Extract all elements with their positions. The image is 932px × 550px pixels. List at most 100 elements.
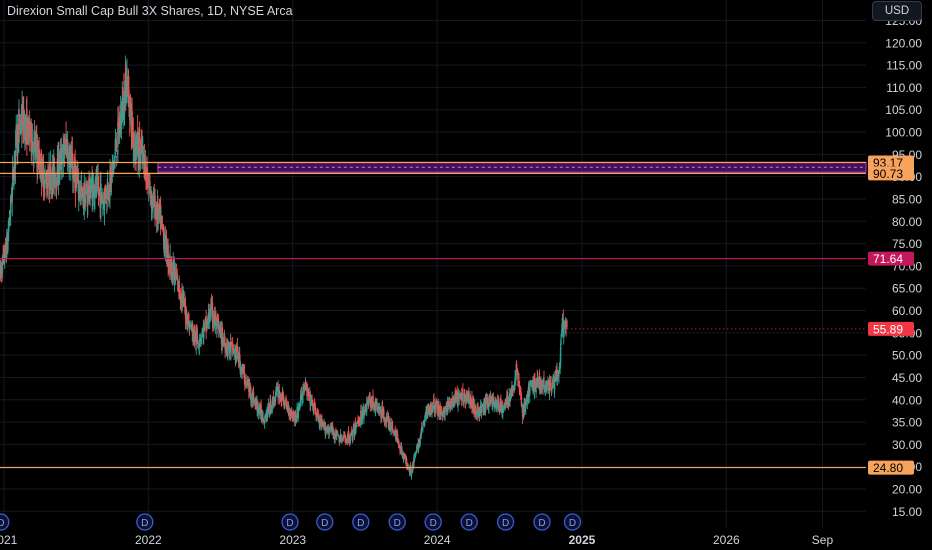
dividend-marker-label: D xyxy=(357,518,364,529)
candle-body xyxy=(561,320,564,328)
candle-body xyxy=(40,154,43,182)
candle-body xyxy=(239,365,242,371)
candle-body xyxy=(314,407,317,415)
candle-body xyxy=(75,174,78,188)
candle-body xyxy=(149,187,152,198)
y-tick-label: 15.00 xyxy=(892,505,922,519)
candle-body xyxy=(111,166,114,170)
candle-body xyxy=(383,409,385,419)
candle-body xyxy=(456,392,459,405)
candle-body xyxy=(555,371,557,376)
candle-body xyxy=(220,328,222,329)
candle-body xyxy=(128,91,130,105)
candle-body xyxy=(373,409,376,410)
candle-body xyxy=(258,408,260,410)
candle-body xyxy=(378,407,381,413)
candle-body xyxy=(161,215,163,226)
candle-body xyxy=(542,382,544,387)
candle-body xyxy=(543,377,545,391)
candle-body xyxy=(40,158,42,172)
candle-body xyxy=(387,417,390,429)
candle-body xyxy=(439,405,442,414)
candle-body xyxy=(558,366,561,373)
candle-body xyxy=(68,147,71,157)
candle-body xyxy=(50,181,53,194)
candle-body xyxy=(152,192,155,200)
candle-body xyxy=(454,393,456,402)
candle-body xyxy=(326,428,329,431)
candle-body xyxy=(84,196,87,204)
candle-body xyxy=(78,185,80,199)
candle-body xyxy=(235,349,237,358)
candle-body xyxy=(291,412,294,417)
level-label-71-64: 71.64 xyxy=(873,252,903,266)
candle-body xyxy=(253,401,255,405)
dividend-marker[interactable] xyxy=(281,513,299,531)
candle-body xyxy=(425,407,428,415)
candle-body xyxy=(309,401,312,407)
dividend-marker[interactable] xyxy=(136,513,154,531)
candle-body xyxy=(197,343,199,344)
candle-body xyxy=(345,438,347,442)
candle-body xyxy=(485,398,487,403)
candle-body xyxy=(430,403,432,412)
candle-body xyxy=(444,409,446,415)
candle-body xyxy=(8,224,10,232)
candle-body xyxy=(415,453,417,456)
candle-body xyxy=(324,429,327,435)
candle-body xyxy=(489,395,492,401)
candle-body xyxy=(178,290,181,296)
candle-body xyxy=(181,295,184,306)
currency-button[interactable]: USD xyxy=(872,1,922,21)
candle-body xyxy=(514,377,516,382)
candle-body xyxy=(392,429,394,431)
candle-body xyxy=(103,191,106,211)
dividend-marker-label: D xyxy=(0,518,4,529)
candle-body xyxy=(36,141,38,155)
candle-body xyxy=(229,343,231,347)
dividend-marker[interactable] xyxy=(533,513,551,531)
candle-body xyxy=(398,444,400,449)
candle-body xyxy=(395,432,397,441)
candle-body xyxy=(408,467,410,471)
dividend-marker[interactable] xyxy=(352,513,370,531)
candle-body xyxy=(145,168,147,176)
candle-body xyxy=(459,395,461,398)
candle-body xyxy=(496,400,498,406)
candle-body xyxy=(51,166,54,190)
candle-body xyxy=(0,269,2,271)
candle-body xyxy=(242,367,245,372)
candle-body xyxy=(451,397,454,406)
candle-body xyxy=(252,394,254,396)
dividend-marker[interactable] xyxy=(316,513,334,531)
dividend-marker[interactable] xyxy=(0,513,10,531)
candle-body xyxy=(113,163,115,165)
candle-body xyxy=(251,393,254,403)
candle-body xyxy=(174,272,176,278)
candle-body xyxy=(431,410,433,413)
dividend-marker[interactable] xyxy=(424,513,442,531)
candle-body xyxy=(401,453,404,456)
candle-body xyxy=(264,415,266,419)
candle-body xyxy=(537,380,539,385)
candle-body xyxy=(70,159,72,168)
candle-body xyxy=(327,428,330,433)
candle-body xyxy=(468,397,470,404)
candle-body xyxy=(117,116,119,126)
candle-body xyxy=(83,183,86,209)
candle-body xyxy=(267,406,269,417)
candle-body xyxy=(380,411,382,418)
candle-body xyxy=(216,319,218,328)
candle-body xyxy=(270,407,272,414)
candle-body xyxy=(261,412,263,417)
dividend-marker[interactable] xyxy=(460,513,478,531)
y-tick-label: 50.00 xyxy=(892,349,922,363)
candle-body xyxy=(208,319,211,323)
dividend-marker[interactable] xyxy=(496,513,515,531)
dividend-marker[interactable] xyxy=(563,513,582,531)
candle-body xyxy=(288,408,290,417)
candle-body xyxy=(532,379,534,390)
dividend-marker[interactable] xyxy=(388,513,406,531)
